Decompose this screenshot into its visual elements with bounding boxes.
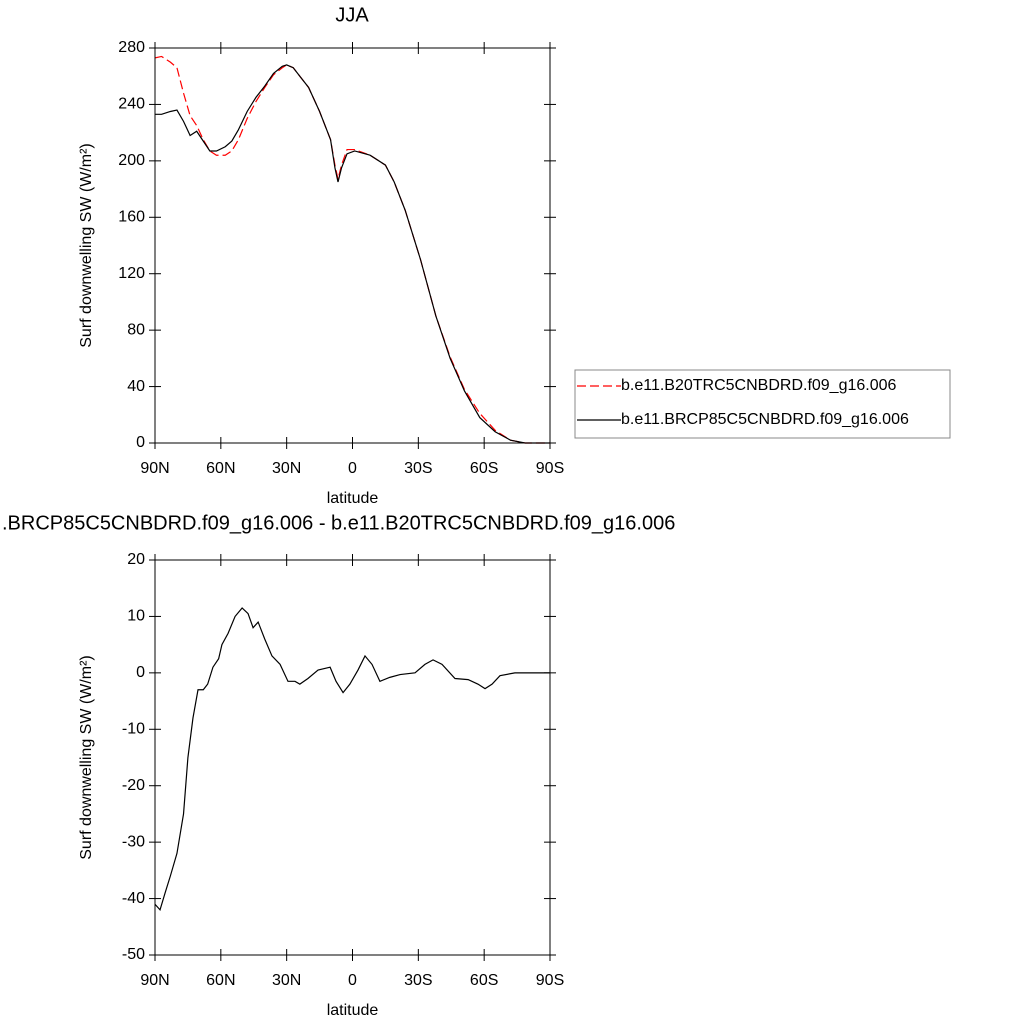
legend-box xyxy=(574,369,951,439)
y-tick-label: 280 xyxy=(118,39,145,56)
data-line xyxy=(154,607,550,912)
data-line xyxy=(154,55,550,444)
y-tick-label: 160 xyxy=(118,209,145,226)
data-line xyxy=(155,64,550,444)
x-tick-label: 0 xyxy=(348,972,357,989)
y-tick-label: -50 xyxy=(122,946,145,963)
x-axis-label: latitude xyxy=(327,490,379,507)
x-tick-label: 60N xyxy=(206,460,235,477)
legend-label: b.e11.B20TRC5CNBDRD.f09_g16.006 xyxy=(621,377,897,394)
x-tick-label: 90N xyxy=(140,972,169,989)
y-tick-label: -30 xyxy=(122,833,145,850)
y-tick-label: -20 xyxy=(122,777,145,794)
x-tick-label: 30N xyxy=(272,460,301,477)
x-tick-label: 60S xyxy=(470,972,498,989)
x-axis-label: latitude xyxy=(327,1002,379,1019)
legend-label: b.e11.BRCP85C5CNBDRD.f09_g16.006 xyxy=(621,411,909,428)
plot-frame xyxy=(154,47,551,444)
y-tick-label: -40 xyxy=(122,890,145,907)
x-tick-label: 0 xyxy=(348,460,357,477)
y-tick-label: -10 xyxy=(122,721,145,738)
y-tick-label: 20 xyxy=(127,551,145,568)
x-tick-label: 90S xyxy=(536,460,564,477)
x-tick-label: 30N xyxy=(272,972,301,989)
x-tick-label: 60N xyxy=(206,972,235,989)
y-tick-label: 40 xyxy=(127,378,145,395)
chart-title: JJA xyxy=(335,4,369,26)
y-tick-label: 120 xyxy=(118,265,145,282)
plot-frame xyxy=(154,559,551,956)
x-tick-label: 30S xyxy=(404,460,432,477)
y-tick-label: 240 xyxy=(118,96,145,113)
y-tick-label: 0 xyxy=(136,434,145,451)
y-tick-label: 200 xyxy=(118,152,145,169)
x-tick-label: 90N xyxy=(140,460,169,477)
x-tick-label: 90S xyxy=(536,972,564,989)
y-axis-label: Surf downwelling SW (W/m²) xyxy=(78,143,95,347)
y-tick-label: 80 xyxy=(127,321,145,338)
x-tick-label: 30S xyxy=(404,972,432,989)
y-tick-label: 0 xyxy=(136,664,145,681)
y-axis-label: Surf downwelling SW (W/m²) xyxy=(78,655,95,859)
chart-title: .BRCP85C5CNBDRD.f09_g16.006 - b.e11.B20T… xyxy=(2,512,675,534)
y-tick-label: 10 xyxy=(127,608,145,625)
x-tick-label: 60S xyxy=(470,460,498,477)
